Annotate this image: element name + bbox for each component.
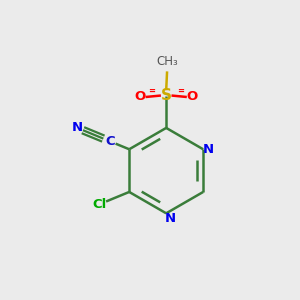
Text: N: N [71,121,82,134]
Text: S: S [161,88,172,103]
Text: O: O [135,91,146,103]
Text: C: C [105,135,115,148]
Text: =: = [177,87,184,96]
Text: O: O [187,91,198,103]
Text: CH₃: CH₃ [156,55,178,68]
Text: N: N [203,143,214,156]
Text: =: = [148,87,155,96]
Text: Cl: Cl [92,198,106,211]
Text: N: N [165,212,176,225]
